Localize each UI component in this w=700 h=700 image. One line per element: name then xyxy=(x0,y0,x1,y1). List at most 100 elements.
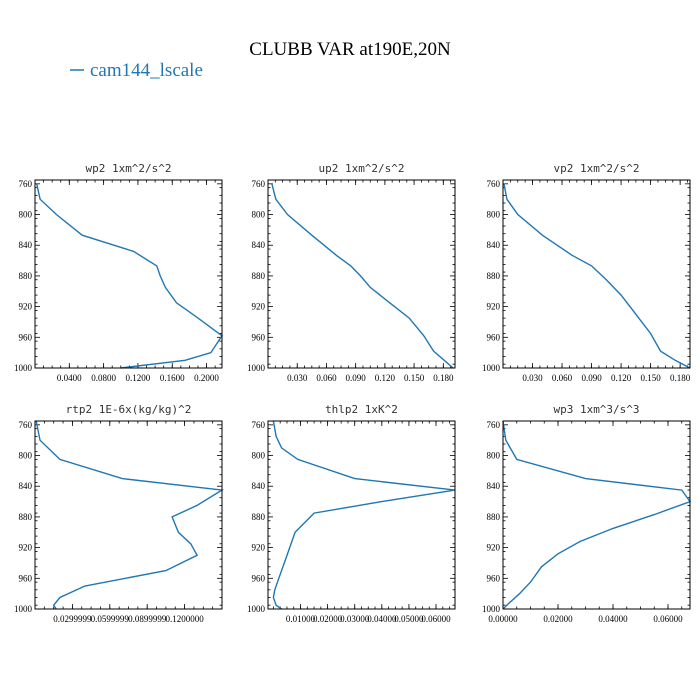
y-tick-label: 800 xyxy=(252,210,266,220)
x-tick-label: 0.04000 xyxy=(367,614,397,624)
y-tick-label: 760 xyxy=(19,420,33,430)
y-tick-label: 800 xyxy=(487,451,501,461)
y-tick-label: 880 xyxy=(252,271,266,281)
y-tick-label: 760 xyxy=(252,420,266,430)
x-tick-label: 0.060 xyxy=(552,373,573,383)
y-tick-label: 880 xyxy=(487,512,501,522)
x-tick-label: 0.1600 xyxy=(160,373,185,383)
y-tick-label: 840 xyxy=(19,240,33,250)
x-tick-label: 0.030 xyxy=(287,373,308,383)
plot-frame xyxy=(267,179,456,369)
x-tick-label: 0.03000 xyxy=(340,614,370,624)
panel-4: rtp2 1E-6x(kg/kg)^2 760 800 840 880 920 960 100… xyxy=(14,403,225,624)
y-tick-label: 920 xyxy=(487,302,501,312)
y-tick-label: 840 xyxy=(252,481,266,491)
y-tick-label: 1000 xyxy=(482,363,501,373)
y-tick-label: 840 xyxy=(252,240,266,250)
x-tick-label: 0.150 xyxy=(404,373,425,383)
x-tick-label: 0.06000 xyxy=(653,614,683,624)
y-tick-label: 960 xyxy=(19,573,33,583)
panel-5: thlp2 1xK^2 760 800 840 880 920 960 1000 0.01000… xyxy=(247,403,456,624)
plot-frame xyxy=(267,420,456,610)
y-tick-label: 880 xyxy=(487,271,501,281)
y-tick-label: 840 xyxy=(487,240,501,250)
x-tick-label: 0.02000 xyxy=(543,614,573,624)
y-tick-label: 960 xyxy=(487,573,501,583)
y-tick-label: 920 xyxy=(252,302,266,312)
panel-1: wp2 1xm^2/s^2 760 800 840 880 920 960 1000 0.040… xyxy=(14,162,223,383)
y-tick-label: 880 xyxy=(252,512,266,522)
y-tick-label: 920 xyxy=(252,543,266,553)
panels: wp2 1xm^2/s^2 760 800 840 880 920 960 1000 0.040… xyxy=(14,162,692,624)
x-tick-label: 0.0400 xyxy=(57,373,82,383)
x-tick-label: 0.00000 xyxy=(488,614,518,624)
y-tick-label: 760 xyxy=(19,179,33,189)
y-tick-label: 920 xyxy=(487,543,501,553)
x-tick-label: 0.04000 xyxy=(598,614,628,624)
y-tick-label: 800 xyxy=(252,451,266,461)
plot-frame xyxy=(502,179,691,369)
panel-title: rtp2 1E-6x(kg/kg)^2 xyxy=(66,403,192,416)
y-tick-label: 920 xyxy=(19,543,33,553)
y-tick-label: 960 xyxy=(252,332,266,342)
x-tick-label: 0.05000 xyxy=(394,614,424,624)
figure-title: CLUBB VAR at190E,20N xyxy=(249,39,451,60)
y-tick-label: 920 xyxy=(19,302,33,312)
panel-3: vp2 1xm^2/s^2 760 800 840 880 920 960 1000 0.030… xyxy=(482,162,691,383)
panel-title: thlp2 1xK^2 xyxy=(325,403,398,416)
x-tick-label: 0.01000 xyxy=(286,614,316,624)
series-line-cam144_lscale xyxy=(503,183,691,369)
panel-title: up2 1xm^2/s^2 xyxy=(318,162,404,175)
x-tick-label: 0.0299999 xyxy=(53,614,92,624)
series-line-cam144_lscale xyxy=(272,420,456,610)
x-tick-label: 0.120 xyxy=(611,373,632,383)
plot-frame xyxy=(34,420,223,610)
y-tick-label: 800 xyxy=(19,210,33,220)
y-tick-label: 800 xyxy=(487,210,501,220)
series-line-cam144_lscale xyxy=(35,420,225,610)
y-tick-label: 760 xyxy=(487,179,501,189)
y-tick-label: 1000 xyxy=(14,363,33,373)
y-tick-label: 800 xyxy=(19,451,33,461)
x-tick-label: 0.0800 xyxy=(91,373,116,383)
legend: cam144_lscale xyxy=(70,60,203,81)
series-line-cam144_lscale xyxy=(36,183,223,369)
panel-2: up2 1xm^2/s^2 760 800 840 880 920 960 1000 0.030… xyxy=(247,162,456,383)
legend-label: cam144_lscale xyxy=(90,60,203,81)
x-tick-label: 0.180 xyxy=(433,373,454,383)
x-tick-label: 0.0599999 xyxy=(91,614,130,624)
x-tick-label: 0.030 xyxy=(522,373,543,383)
y-tick-label: 960 xyxy=(252,573,266,583)
panel-title: wp3 1xm^3/s^3 xyxy=(553,403,639,416)
x-tick-label: 0.1200 xyxy=(126,373,151,383)
panel-title: vp2 1xm^2/s^2 xyxy=(553,162,639,175)
x-tick-label: 0.1200000 xyxy=(165,614,204,624)
series-line-cam144_lscale xyxy=(271,183,454,369)
y-tick-label: 1000 xyxy=(247,604,266,614)
y-tick-label: 840 xyxy=(19,481,33,491)
x-tick-label: 0.090 xyxy=(346,373,367,383)
panel-6: wp3 1xm^3/s^3 760 800 840 880 920 960 10000.000… xyxy=(482,403,692,624)
x-tick-label: 0.180 xyxy=(670,373,691,383)
y-tick-label: 880 xyxy=(19,271,33,281)
x-tick-label: 0.150 xyxy=(641,373,662,383)
y-tick-label: 960 xyxy=(487,332,501,342)
y-tick-label: 760 xyxy=(487,420,501,430)
x-tick-label: 0.0899999 xyxy=(128,614,167,624)
y-tick-label: 760 xyxy=(252,179,266,189)
y-tick-label: 1000 xyxy=(482,604,501,614)
y-tick-label: 960 xyxy=(19,332,33,342)
y-tick-label: 880 xyxy=(19,512,33,522)
x-tick-label: 0.2000 xyxy=(194,373,219,383)
series-line-cam144_lscale xyxy=(502,420,692,610)
plot-frame xyxy=(502,420,691,610)
x-tick-label: 0.090 xyxy=(581,373,602,383)
x-tick-label: 0.06000 xyxy=(421,614,451,624)
y-tick-label: 840 xyxy=(487,481,501,491)
x-tick-label: 0.02000 xyxy=(313,614,343,624)
y-tick-label: 1000 xyxy=(14,604,33,614)
y-tick-label: 1000 xyxy=(247,363,266,373)
x-tick-label: 0.120 xyxy=(375,373,396,383)
panel-title: wp2 1xm^2/s^2 xyxy=(85,162,171,175)
